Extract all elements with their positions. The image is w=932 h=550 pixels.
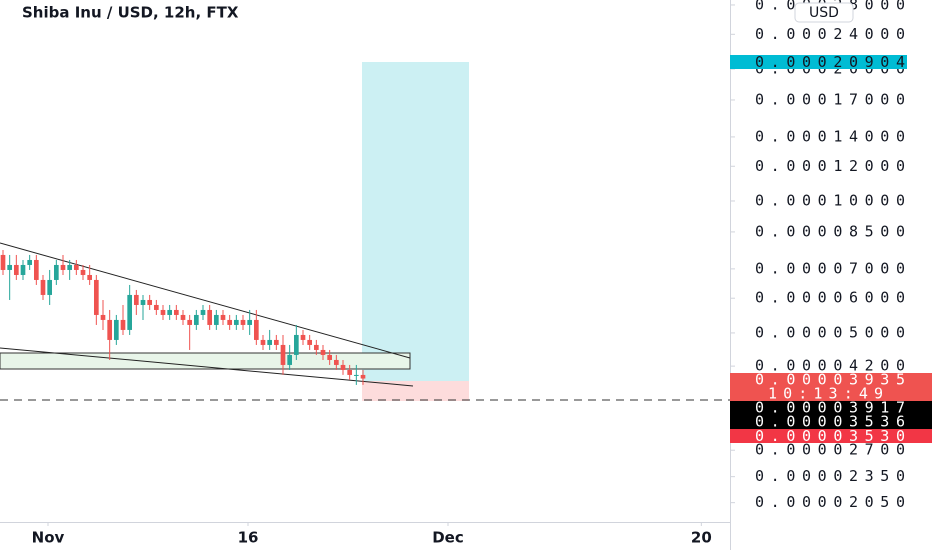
- candle-body: [147, 299, 152, 305]
- candle-body: [360, 374, 366, 379]
- candle-body: [280, 344, 286, 365]
- candle-body: [347, 369, 352, 375]
- candle-body: [180, 314, 186, 320]
- candle-body: [327, 354, 332, 360]
- candle-body: [134, 294, 139, 305]
- currency-label[interactable]: USD: [809, 5, 839, 21]
- candle-body: [167, 309, 172, 315]
- candle-body: [334, 359, 339, 365]
- candle-body: [300, 334, 306, 340]
- candle-body: [40, 279, 46, 295]
- chart-title: Shiba Inu / USD, 12h, FTX: [22, 4, 239, 22]
- candle-body: [307, 339, 312, 345]
- candle-body: [54, 264, 59, 280]
- candle-body: [140, 299, 146, 305]
- price-label-box: [730, 429, 932, 443]
- candle-body: [200, 309, 206, 315]
- candle-body: [94, 279, 99, 315]
- x-tick-label: Nov: [32, 529, 65, 547]
- price-label-box: [730, 401, 932, 429]
- x-tick-label: Dec: [432, 529, 464, 547]
- candle-body: [260, 339, 266, 345]
- candle-body: [34, 259, 39, 280]
- x-tick-label: 16: [238, 529, 259, 547]
- candle-body: [274, 339, 279, 345]
- candle-body: [214, 314, 219, 325]
- price-label-box: [730, 55, 907, 69]
- trend-line: [0, 347, 414, 387]
- x-axis: Nov 16 Dec 20: [32, 522, 712, 547]
- candle-body: [234, 319, 239, 325]
- candle-body: [354, 374, 359, 376]
- candle-body: [154, 304, 159, 310]
- candle-body: [320, 349, 326, 355]
- candle-body: [207, 309, 212, 325]
- candle-body: [80, 269, 86, 275]
- candle-body: [220, 314, 226, 320]
- currency-button[interactable]: [794, 2, 854, 23]
- candle-body: [227, 319, 232, 325]
- candle-body: [120, 319, 126, 330]
- candle-body: [27, 259, 32, 265]
- candle-body: [127, 294, 132, 330]
- stop-zone: [362, 381, 469, 401]
- candle-body: [100, 314, 106, 320]
- candle-body: [47, 279, 52, 295]
- candle-body: [240, 319, 246, 325]
- candle-body: [67, 264, 72, 270]
- target-zone: [362, 62, 469, 381]
- candle-body: [14, 264, 19, 275]
- candle-body: [174, 309, 179, 315]
- candle-body: [87, 274, 92, 280]
- candle-body: [20, 264, 26, 275]
- candle-body: [194, 314, 199, 325]
- candle-body: [294, 334, 299, 355]
- trend-line: [0, 242, 411, 359]
- candles: [0, 249, 366, 385]
- candle-body: [287, 354, 292, 365]
- candle-body: [247, 319, 252, 325]
- candle-body: [7, 264, 12, 270]
- price-label-box: [730, 373, 932, 401]
- candle-body: [254, 319, 259, 340]
- candle-body: [160, 309, 166, 315]
- x-tick-label: 20: [691, 529, 712, 547]
- candle-body: [114, 319, 119, 340]
- price-labels: 0.00020904 0.00003935 10:13:49 0.0000391…: [730, 53, 932, 445]
- candle-body: [340, 364, 346, 370]
- candle-body: [0, 254, 6, 270]
- candle-body: [74, 264, 79, 270]
- candle-body: [267, 339, 272, 345]
- candle-body: [60, 264, 66, 270]
- candle-body: [107, 319, 112, 340]
- candle-body: [187, 319, 192, 325]
- plot-area: [0, 62, 730, 401]
- candle-body: [314, 344, 319, 350]
